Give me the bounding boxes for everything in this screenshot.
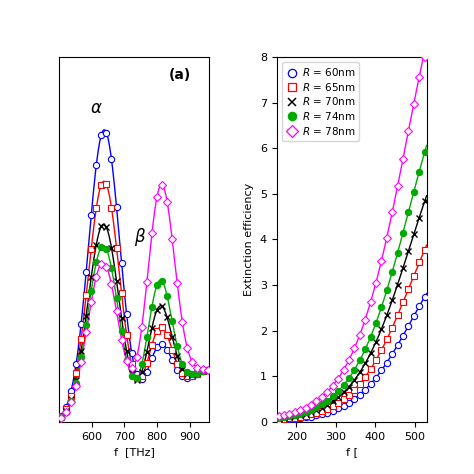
X-axis label: f  [THz]: f [THz] — [114, 447, 155, 457]
Y-axis label: Extinction efficiency: Extinction efficiency — [244, 183, 254, 296]
Text: (a): (a) — [169, 68, 191, 82]
X-axis label: f [: f [ — [346, 447, 357, 457]
Legend: $R$ = 60nm, $R$ = 65nm, $R$ = 70nm, $R$ = 74nm, $R$ = 78nm: $R$ = 60nm, $R$ = 65nm, $R$ = 70nm, $R$ … — [282, 62, 359, 141]
Text: $\beta$: $\beta$ — [134, 226, 146, 247]
Text: $\alpha$: $\alpha$ — [90, 99, 103, 117]
